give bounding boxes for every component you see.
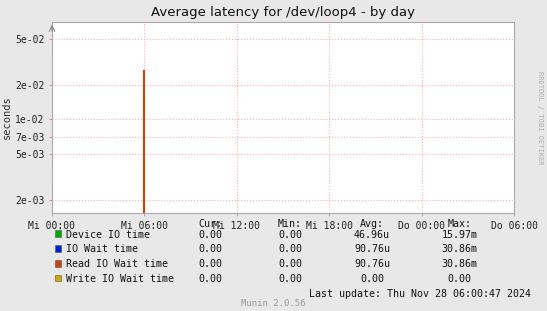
Text: IO Wait time: IO Wait time (66, 244, 138, 254)
Text: 90.76u: 90.76u (354, 259, 390, 269)
Text: 0.00: 0.00 (199, 274, 223, 284)
Text: Munin 2.0.56: Munin 2.0.56 (241, 299, 306, 308)
Text: 0.00: 0.00 (278, 244, 302, 254)
Text: Min:: Min: (278, 219, 302, 229)
Text: 46.96u: 46.96u (354, 230, 390, 240)
Text: 0.00: 0.00 (278, 259, 302, 269)
Y-axis label: seconds: seconds (2, 95, 12, 139)
Text: 0.00: 0.00 (278, 230, 302, 240)
Text: Write IO Wait time: Write IO Wait time (66, 274, 173, 284)
Text: 90.76u: 90.76u (354, 244, 390, 254)
Text: Avg:: Avg: (360, 219, 384, 229)
Text: 0.00: 0.00 (199, 244, 223, 254)
Text: 30.86m: 30.86m (441, 244, 478, 254)
Text: 0.00: 0.00 (199, 230, 223, 240)
Text: 0.00: 0.00 (199, 259, 223, 269)
Text: RRDTOOL / TOBI OETIKER: RRDTOOL / TOBI OETIKER (537, 72, 543, 165)
Title: Average latency for /dev/loop4 - by day: Average latency for /dev/loop4 - by day (151, 6, 415, 19)
Text: Device IO time: Device IO time (66, 230, 150, 240)
Text: 0.00: 0.00 (447, 274, 472, 284)
Text: 0.00: 0.00 (360, 274, 384, 284)
Text: Max:: Max: (447, 219, 472, 229)
Text: 30.86m: 30.86m (441, 259, 478, 269)
Text: 15.97m: 15.97m (441, 230, 478, 240)
Text: Last update: Thu Nov 28 06:00:47 2024: Last update: Thu Nov 28 06:00:47 2024 (309, 289, 531, 299)
Text: Read IO Wait time: Read IO Wait time (66, 259, 167, 269)
Text: 0.00: 0.00 (278, 274, 302, 284)
Text: Cur:: Cur: (199, 219, 223, 229)
